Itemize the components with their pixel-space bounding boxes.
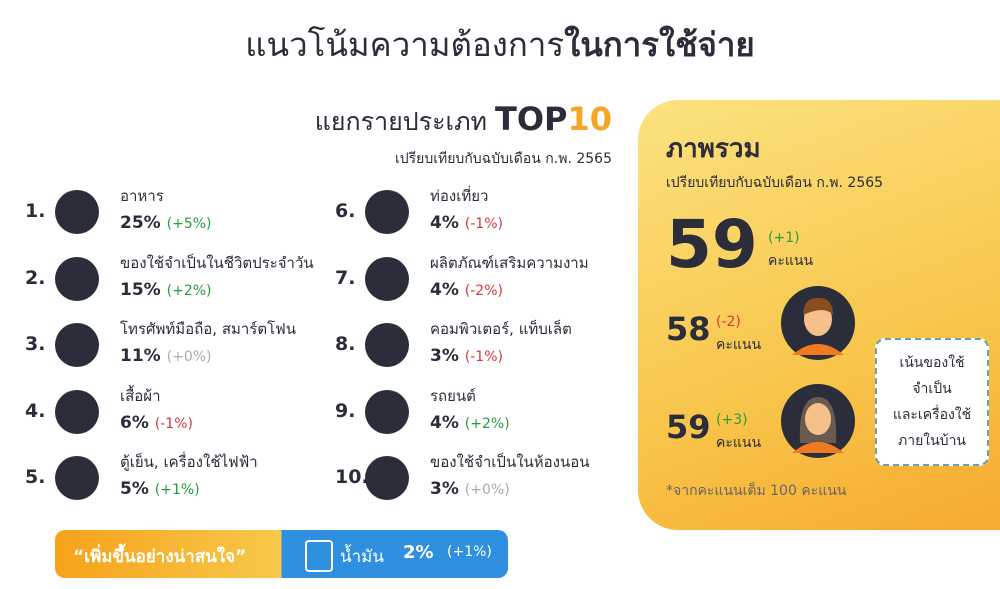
item-value: 6% xyxy=(120,412,149,433)
item-name: รถยนต์ xyxy=(430,386,476,405)
fuel-icon xyxy=(305,540,333,572)
item-row: 4% (-2%) xyxy=(430,280,503,300)
item-row: 11% (+0%) xyxy=(120,346,212,366)
banner-label: “เพิ่มขึ้นอย่างน่าสนใจ” xyxy=(73,547,247,567)
item-name: ของใช้จำเป็นในห้องนอน xyxy=(430,453,590,471)
overview-subtitle: เปรียบเทียบกับฉบับเดือน ก.พ. 2565 xyxy=(666,175,884,191)
title-bold: ในการใช้จ่าย xyxy=(564,25,755,64)
rank: 1. xyxy=(25,200,46,222)
icon xyxy=(55,256,99,301)
icon xyxy=(55,389,99,434)
item-name: อาหาร xyxy=(120,187,164,205)
item-name: เสื้อผ้า xyxy=(120,386,161,405)
icon xyxy=(365,323,409,367)
male-avatar xyxy=(781,286,855,360)
item-value: 3% xyxy=(430,479,459,499)
icon xyxy=(55,456,99,500)
item-value: 11% xyxy=(120,346,161,366)
ten: 10 xyxy=(567,100,612,138)
item-name: ของใช้จำเป็นในชีวิตประจำวัน xyxy=(120,253,314,272)
item-name: โทรศัพท์มือถือ, สมาร์ตโฟน xyxy=(120,320,297,338)
top: TOP xyxy=(494,100,568,138)
item-name: ท่องเที่ยว xyxy=(430,187,489,205)
item-value: 3% xyxy=(430,346,459,366)
rank: 10. xyxy=(335,466,369,488)
item-change: (-2%) xyxy=(464,282,503,299)
item-row: 25% (+5%) xyxy=(120,213,212,233)
top10-subtitle: เปรียบเทียบกับฉบับเดือน ก.พ. 2565 xyxy=(394,151,612,167)
rank: 6. xyxy=(335,200,356,222)
banner-change: (+1%) xyxy=(447,544,492,560)
item-value: 25% xyxy=(120,213,161,233)
callout-line: จำเป็น xyxy=(912,381,952,397)
overview-title: ภาพรวม xyxy=(666,134,761,164)
item-change: (+1%) xyxy=(154,482,200,498)
total-change: (+1) xyxy=(768,230,800,246)
total-score: 59 xyxy=(666,206,758,283)
callout-line: และเครื่องใช้ xyxy=(892,407,972,423)
title-row: แนวโน้มความต้องการในการใช้จ่าย xyxy=(0,18,1000,71)
rank: 7. xyxy=(335,266,356,289)
icon xyxy=(55,190,99,234)
callout-line: เน้นของใช้ xyxy=(899,355,965,371)
banner-item: น้ำมัน xyxy=(340,547,384,567)
item-row: 6% (-1%) xyxy=(120,413,193,433)
male-change: (-2) xyxy=(716,314,741,330)
item-name: ตู้เย็น, เครื่องใช้ไฟฟ้า xyxy=(120,453,258,471)
item-row: 15% (+2%) xyxy=(120,280,212,300)
item-row: 3% (+0%) xyxy=(430,479,510,499)
item-row: 4% (-1%) xyxy=(430,213,503,233)
heading: แยกรายประเภท xyxy=(314,107,488,136)
rank: 2. xyxy=(25,266,46,289)
item-value: 15% xyxy=(120,279,161,300)
item-change: (-1%) xyxy=(464,349,503,365)
item-name: คอมพิวเตอร์, แท็บเล็ต xyxy=(430,320,572,338)
icon xyxy=(55,323,99,367)
total-unit: คะแนน xyxy=(768,253,814,269)
rank: 4. xyxy=(25,399,46,422)
icon xyxy=(365,256,409,301)
title: แนวโน้มความต้องการ xyxy=(245,25,565,64)
male-unit: คะแนน xyxy=(716,337,762,353)
item-change: (-1%) xyxy=(154,415,193,432)
item-change: (+2%) xyxy=(166,282,212,299)
footnote: *จากคะแนนเต็ม 100 คะแนน xyxy=(666,483,847,499)
rank: 5. xyxy=(25,466,46,488)
item-value: 4% xyxy=(430,279,459,300)
item-change: (+2%) xyxy=(464,415,510,432)
icon xyxy=(365,456,409,500)
female-score: 59 xyxy=(666,408,711,446)
callout: เน้นของใช้จำเป็นและเครื่องใช้ภายในบ้าน xyxy=(875,338,989,466)
rank: 9. xyxy=(335,399,356,422)
item-name: ผลิตภัณฑ์เสริมความงาม xyxy=(430,253,589,272)
banner: “เพิ่มขึ้นอย่างน่าสนใจ” น้ำมัน 2% (+1%) xyxy=(55,530,508,578)
item-row: 4% (+2%) xyxy=(430,413,510,433)
female-change: (+3) xyxy=(716,412,748,428)
female-unit: คะแนน xyxy=(716,435,762,451)
callout-line: ภายในบ้าน xyxy=(897,433,967,449)
item-row: 5% (+1%) xyxy=(120,479,200,499)
item-value: 4% xyxy=(430,213,459,233)
top10-heading: แยกรายประเภท TOP10 xyxy=(315,100,612,142)
item-change: (+0%) xyxy=(166,349,212,365)
item-row: 3% (-1%) xyxy=(430,346,503,366)
male-score: 58 xyxy=(666,310,711,348)
item-change: (-1%) xyxy=(464,216,503,232)
female-avatar xyxy=(781,384,855,458)
rank: 3. xyxy=(25,333,46,355)
item-change: (+5%) xyxy=(166,216,212,232)
item-value: 4% xyxy=(430,412,459,433)
icon xyxy=(365,190,409,234)
item-change: (+0%) xyxy=(464,482,510,498)
rank: 8. xyxy=(335,333,356,355)
overview-panel: ภาพรวม เปรียบเทียบกับฉบับเดือน ก.พ. 2565… xyxy=(638,100,1000,530)
item-value: 5% xyxy=(120,479,149,499)
icon xyxy=(365,389,409,434)
banner-value: 2% xyxy=(403,542,434,563)
